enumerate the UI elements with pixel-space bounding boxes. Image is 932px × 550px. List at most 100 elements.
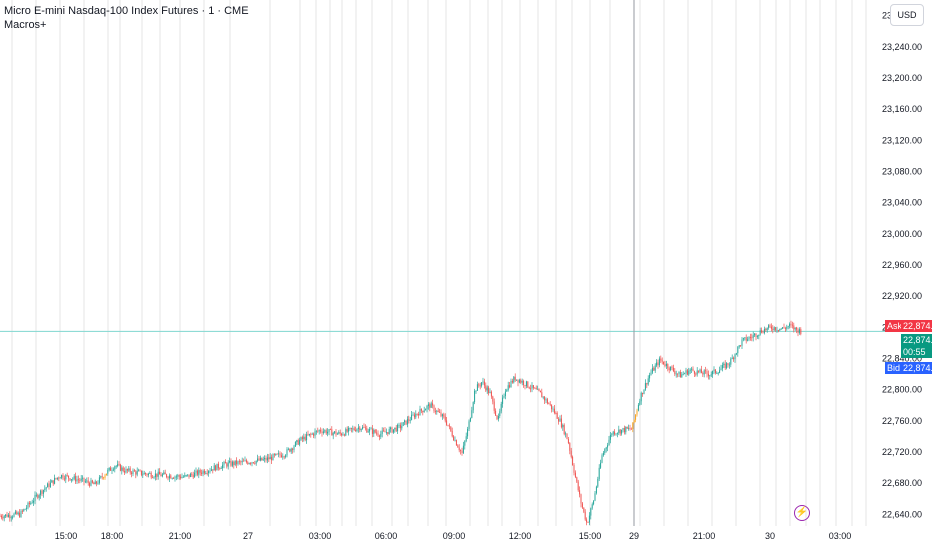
candle-body	[506, 389, 508, 392]
candle-body	[602, 452, 604, 456]
candle-body	[730, 358, 732, 365]
candle-body	[13, 513, 15, 517]
candle-body	[93, 482, 95, 485]
candle-body	[223, 461, 225, 465]
candle-body	[643, 389, 645, 395]
candle-body	[530, 388, 532, 390]
candle-body	[360, 429, 362, 431]
candle-body	[164, 472, 166, 475]
candle-body	[663, 361, 665, 365]
candle-body	[84, 481, 86, 483]
candle-body	[502, 397, 504, 404]
candle-body	[195, 470, 197, 473]
x-tick-label: 21:00	[693, 531, 716, 541]
candle-body	[474, 390, 476, 403]
candle-body	[90, 480, 92, 486]
symbol-title[interactable]: Micro E-mini Nasdaq-100 Index Futures · …	[4, 5, 249, 17]
time-axis[interactable]: 15:00 18:00 21:00 27 03:00 06:00 09:00 12:00 15:…	[55, 531, 852, 541]
candle-body	[784, 328, 786, 329]
candle-body	[762, 332, 764, 334]
candle-body	[668, 368, 670, 371]
candle-body	[394, 427, 396, 430]
candle-body	[47, 483, 49, 488]
currency-button[interactable]: USD	[890, 4, 924, 26]
candle-body	[461, 450, 463, 453]
candle-body	[527, 381, 529, 388]
candle-body	[128, 468, 130, 471]
candle-body	[61, 474, 63, 478]
candle-body	[621, 429, 623, 434]
candle-body	[166, 474, 168, 478]
lightning-icon[interactable]: ⚡	[794, 505, 810, 521]
candle-body	[208, 471, 210, 474]
candle-body	[23, 509, 25, 512]
candle-body	[385, 432, 387, 433]
y-tick-label: 23,200.00	[882, 73, 922, 83]
candle-body	[349, 427, 351, 429]
candle-body	[728, 364, 730, 366]
candle-body	[245, 460, 247, 463]
candle-body	[367, 431, 369, 433]
candle-body	[724, 363, 726, 369]
candle-body	[504, 391, 506, 397]
candle-body	[320, 430, 322, 432]
y-tick-label: 22,640.00	[882, 509, 922, 519]
candle-body	[679, 372, 681, 378]
indicator-label[interactable]: Macros+	[4, 19, 47, 31]
candle-body	[644, 383, 646, 390]
candle-body	[374, 429, 376, 433]
candle-body	[247, 462, 249, 464]
candle-body	[740, 345, 742, 347]
candle-body	[779, 328, 781, 331]
candle-body	[544, 396, 546, 401]
candle-body	[451, 430, 453, 437]
candle-body	[567, 439, 569, 444]
candle-body	[590, 508, 592, 516]
candle-body	[318, 430, 320, 432]
candle-body	[383, 430, 385, 432]
candle-body	[308, 433, 310, 436]
candle-body	[334, 431, 336, 433]
candle-body	[248, 463, 250, 465]
candle-body	[622, 428, 624, 430]
candle-body	[369, 428, 371, 432]
candle-body	[97, 483, 99, 484]
candle-body	[695, 373, 697, 375]
candle-body	[707, 373, 709, 377]
y-tick-label: 22,960.00	[882, 260, 922, 270]
candle-body	[187, 474, 189, 476]
candle-body	[325, 430, 327, 434]
candle-body	[82, 477, 84, 479]
candle-body	[436, 410, 438, 412]
candle-body	[468, 421, 470, 430]
candle-body	[3, 516, 5, 519]
candle-body	[269, 456, 271, 460]
candle-body	[509, 385, 511, 388]
candle-body	[237, 461, 239, 465]
candle-body	[87, 480, 89, 483]
candle-body	[514, 376, 516, 381]
candle-body	[583, 507, 585, 512]
candle-body	[380, 433, 382, 437]
candle-body	[328, 429, 330, 432]
candle-body	[493, 401, 495, 411]
candle-body	[160, 474, 162, 477]
candle-body	[765, 328, 767, 331]
candle-body	[215, 465, 217, 471]
candle-body	[661, 360, 663, 362]
candle-body	[118, 464, 120, 466]
candle-body	[692, 368, 694, 371]
candle-body	[324, 430, 326, 432]
y-tick-label: 23,160.00	[882, 104, 922, 114]
candle-body	[240, 461, 242, 463]
candle-body	[266, 457, 268, 461]
candle-body	[586, 519, 588, 523]
price-axis[interactable]: 23,280.0023,240.0023,200.0023,160.0023,1…	[882, 11, 922, 520]
ask-label: Ask	[885, 320, 905, 332]
candle-body	[447, 424, 449, 426]
candle-body	[135, 471, 137, 475]
candle-body	[37, 494, 39, 498]
candle-body	[558, 418, 560, 422]
candle-body	[478, 384, 480, 386]
